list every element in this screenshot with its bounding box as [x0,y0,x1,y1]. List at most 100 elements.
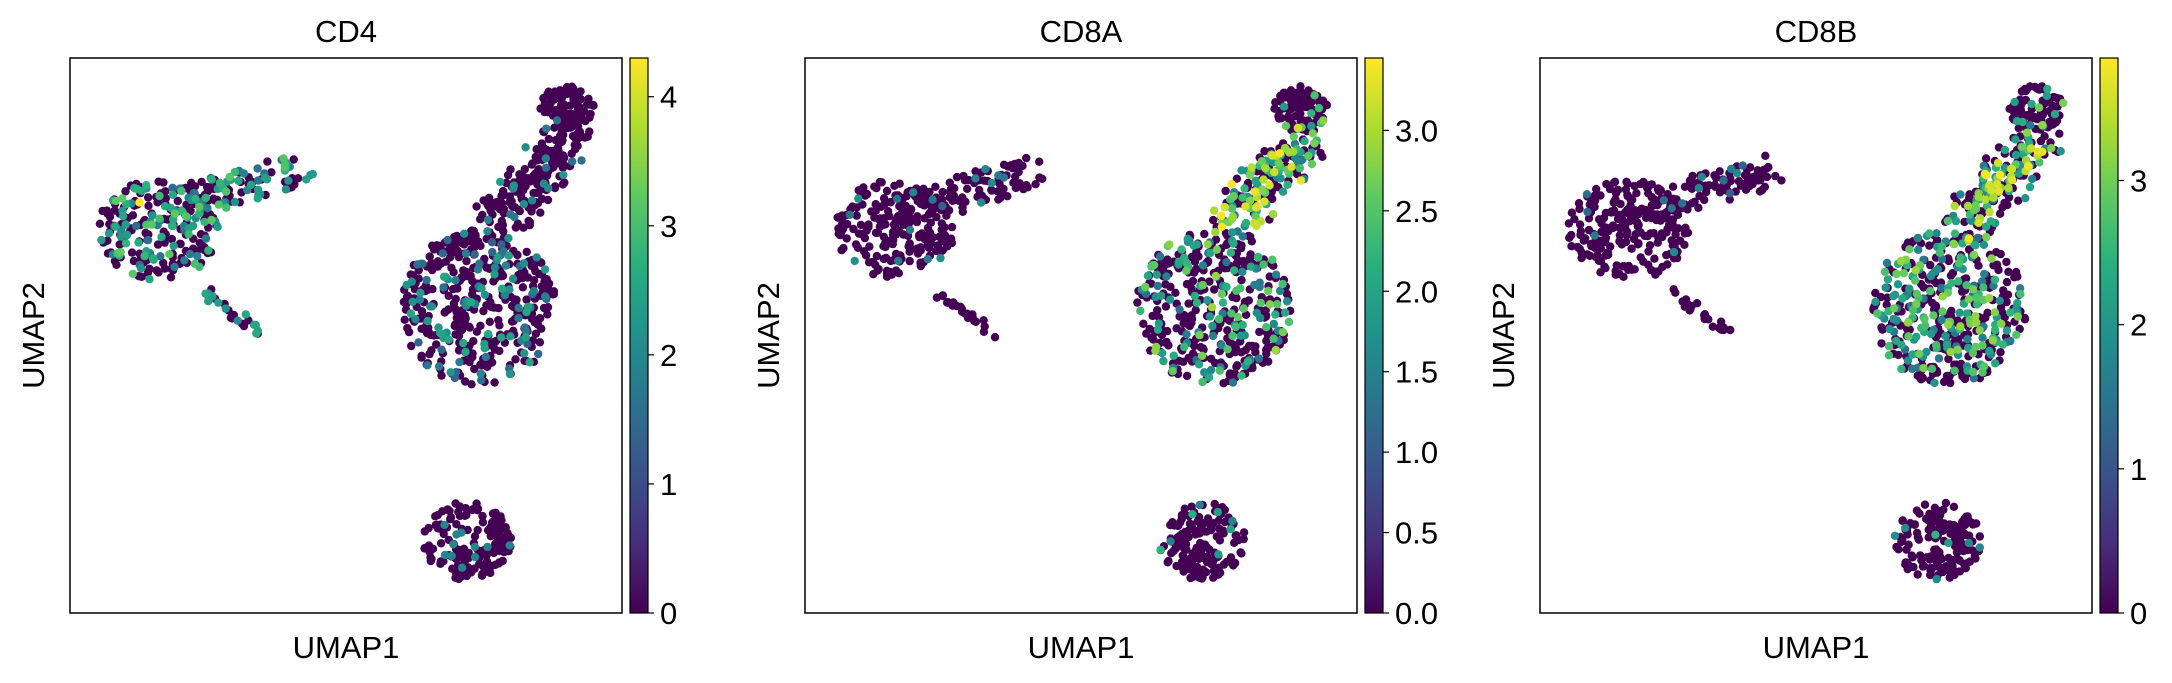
cell-point [893,256,903,266]
cell-point [184,224,194,233]
cell-point [1204,373,1214,382]
cell-point [2013,312,2023,321]
cell-point [519,259,529,268]
cell-point [1592,184,1601,194]
cell-point [185,249,195,259]
cell-point [491,539,500,548]
cell-point [483,227,492,236]
cell-point [1188,523,1197,533]
cell-point [1951,216,1961,226]
cell-point [1611,187,1620,196]
cell-point [1187,314,1197,324]
cell-point [1252,203,1261,212]
cell-point [933,242,942,251]
cell-point [1985,208,1994,217]
cell-point [476,369,485,378]
cell-point [952,172,962,182]
cell-point [1755,187,1765,196]
cell-point [931,182,940,191]
cell-point [1922,347,1931,357]
cell-point [505,285,514,294]
cell-point [427,554,436,564]
cell-point [122,230,132,240]
cell-point [1643,207,1652,216]
cell-point [308,169,317,179]
cell-point [559,104,568,114]
cell-point [1639,257,1648,266]
cell-point [487,238,497,247]
cell-point [1567,242,1576,251]
cell-point [1205,277,1214,286]
cell-point [1950,360,1959,369]
cell-point [439,283,448,292]
cell-point [1919,363,1928,373]
cell-point [145,275,154,284]
cell-point [433,262,442,271]
cell-point [2006,308,2015,317]
cell-point [1989,261,1998,270]
cell-point [1952,548,1962,557]
cell-point [1950,366,1959,375]
cell-point [1905,284,1914,293]
colorbar-tick-label: 1.5 [1395,355,1438,390]
cell-point [1974,192,1984,202]
cell-point [1269,334,1278,343]
cell-point [451,243,460,253]
cell-point [940,223,949,232]
cell-point [454,574,463,584]
cell-point [540,276,549,286]
cell-point [239,321,249,331]
cell-point [1971,554,1980,563]
cell-point [193,251,202,261]
cell-point [2004,183,2013,193]
cell-point [2010,97,2019,107]
cell-point [534,349,543,359]
cell-point [979,316,988,325]
cell-point [1956,322,1965,331]
cell-point [1249,343,1259,352]
cell-point [1239,304,1248,313]
cell-point [1197,351,1207,360]
cell-point [882,186,892,196]
cell-point [929,233,938,242]
cell-point [1233,361,1242,370]
cell-point [1777,176,1786,185]
cell-point [1310,139,1319,148]
cell-point [1222,258,1231,267]
cell-point [1190,291,1200,301]
cell-point [1996,303,2006,312]
cell-point [1973,233,1982,243]
scatter-points [833,82,1332,583]
cell-point [1602,179,1611,189]
cell-point [1223,345,1232,354]
cell-point [521,333,530,342]
colorbar-tick-label: 1.0 [1395,435,1438,470]
cell-point [947,222,957,232]
cell-point [1695,191,1704,201]
cell-point [1271,345,1281,355]
cell-point [1287,162,1296,172]
cell-point [1668,182,1678,191]
cell-point [1979,240,1989,249]
cell-point [1310,91,1319,100]
x-axis-label: UMAP1 [1763,630,1870,665]
cell-point [1231,531,1240,540]
cell-point [435,328,445,338]
cell-point [532,145,541,154]
cell-point [1282,297,1292,306]
cell-point [493,253,502,262]
cell-point [1727,164,1736,174]
cell-point [1610,177,1620,186]
cell-point [1985,346,1994,356]
cell-point [143,235,153,245]
cell-point [440,520,449,530]
cell-point [849,224,858,234]
cell-point [115,240,124,249]
cell-point [1148,311,1157,321]
cell-point [1913,570,1922,579]
cell-point [1708,322,1718,331]
cell-point [560,114,569,123]
cell-point [577,156,586,165]
cell-point [1180,342,1189,352]
cell-point [446,513,456,522]
